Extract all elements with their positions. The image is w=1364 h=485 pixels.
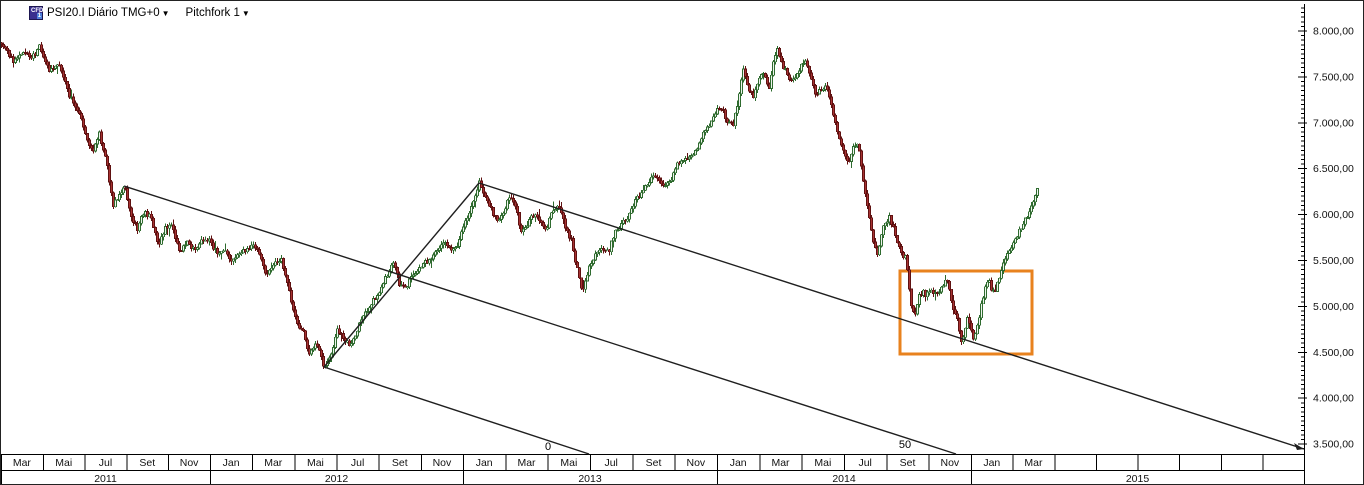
year-label: 2013 <box>578 473 602 485</box>
price-label: 4.500,00 <box>1313 347 1354 359</box>
pitchfork-median-arrowhead <box>1294 443 1304 450</box>
pitchfork-median-line[interactable] <box>478 182 1305 450</box>
year-label: 2015 <box>1126 473 1150 485</box>
month-label: Set <box>646 457 662 469</box>
month-label: Mai <box>307 457 324 469</box>
price-label: 4.000,00 <box>1313 393 1354 405</box>
month-label: Jan <box>476 457 493 469</box>
chevron-down-icon[interactable]: ▼ <box>241 9 250 18</box>
price-label: 7.500,00 <box>1313 71 1354 83</box>
cfd-icon-badge: 1 <box>36 13 42 19</box>
month-label: Set <box>900 457 916 469</box>
month-label: Mar <box>1024 457 1043 469</box>
price-label: 8.000,00 <box>1313 26 1354 38</box>
month-label: Nov <box>940 457 959 469</box>
month-label: Jan <box>730 457 747 469</box>
month-label: Jul <box>351 457 364 469</box>
candlestick-series <box>1 41 1039 369</box>
year-label: 2014 <box>832 473 856 485</box>
month-label: Mai <box>55 457 72 469</box>
price-label: 5.000,00 <box>1313 301 1354 313</box>
month-label: Mar <box>771 457 790 469</box>
year-label: 2012 <box>325 473 349 485</box>
month-label: Set <box>139 457 155 469</box>
month-label: Nov <box>433 457 452 469</box>
month-label: Mar <box>517 457 536 469</box>
pitchfork-tool[interactable]: 0 50 <box>123 182 1305 455</box>
axes <box>1 4 1307 484</box>
month-label: Jan <box>223 457 240 469</box>
cfd-icon-text: CFD <box>31 8 44 14</box>
month-label: Nov <box>686 457 705 469</box>
pitchfork-level-label: 50 <box>899 439 911 451</box>
price-label: 5.500,00 <box>1313 255 1354 267</box>
price-label: 6.000,00 <box>1313 209 1354 221</box>
chart-header: CFD 1 PSI20.I Diário TMG+0 ▼ Pitchfork 1… <box>29 4 250 22</box>
month-label: Mai <box>814 457 831 469</box>
drawing-tool-label: Pitchfork 1 <box>185 7 240 19</box>
month-label: Jul <box>604 457 617 469</box>
drawing-tool-selector[interactable]: Pitchfork 1 ▼ <box>186 7 250 19</box>
price-label: 3.500,00 <box>1313 439 1354 451</box>
year-label: 2011 <box>94 473 117 485</box>
pitchfork-lower-parallel[interactable] <box>323 366 590 455</box>
pitchfork-upper-parallel[interactable] <box>123 185 957 455</box>
month-label: Nov <box>180 457 199 469</box>
month-label: Jan <box>983 457 1000 469</box>
pitchfork-pivot-connector[interactable] <box>323 182 480 368</box>
price-label: 7.000,00 <box>1313 117 1354 129</box>
instrument-label: PSI20.I Diário TMG+0 <box>47 7 160 19</box>
month-label: Mar <box>264 457 283 469</box>
chevron-down-icon[interactable]: ▼ <box>161 9 170 18</box>
highlight-box[interactable] <box>898 269 1034 356</box>
month-label: Set <box>392 457 408 469</box>
month-label: Jul <box>858 457 871 469</box>
cfd-instrument-icon: CFD 1 <box>29 6 43 20</box>
axis-labels: 8.000,00 7.500,00 7.000,00 6.500,00 6.000,00… <box>13 26 1354 485</box>
pitchfork-level-label: 0 <box>545 441 551 453</box>
month-label: Jul <box>99 457 112 469</box>
month-label: Mai <box>560 457 577 469</box>
highlight-rectangle[interactable] <box>898 269 1034 356</box>
instrument-selector[interactable]: PSI20.I Diário TMG+0 ▼ <box>47 7 170 19</box>
price-label: 6.500,00 <box>1313 163 1354 175</box>
month-label: Mar <box>13 457 32 469</box>
